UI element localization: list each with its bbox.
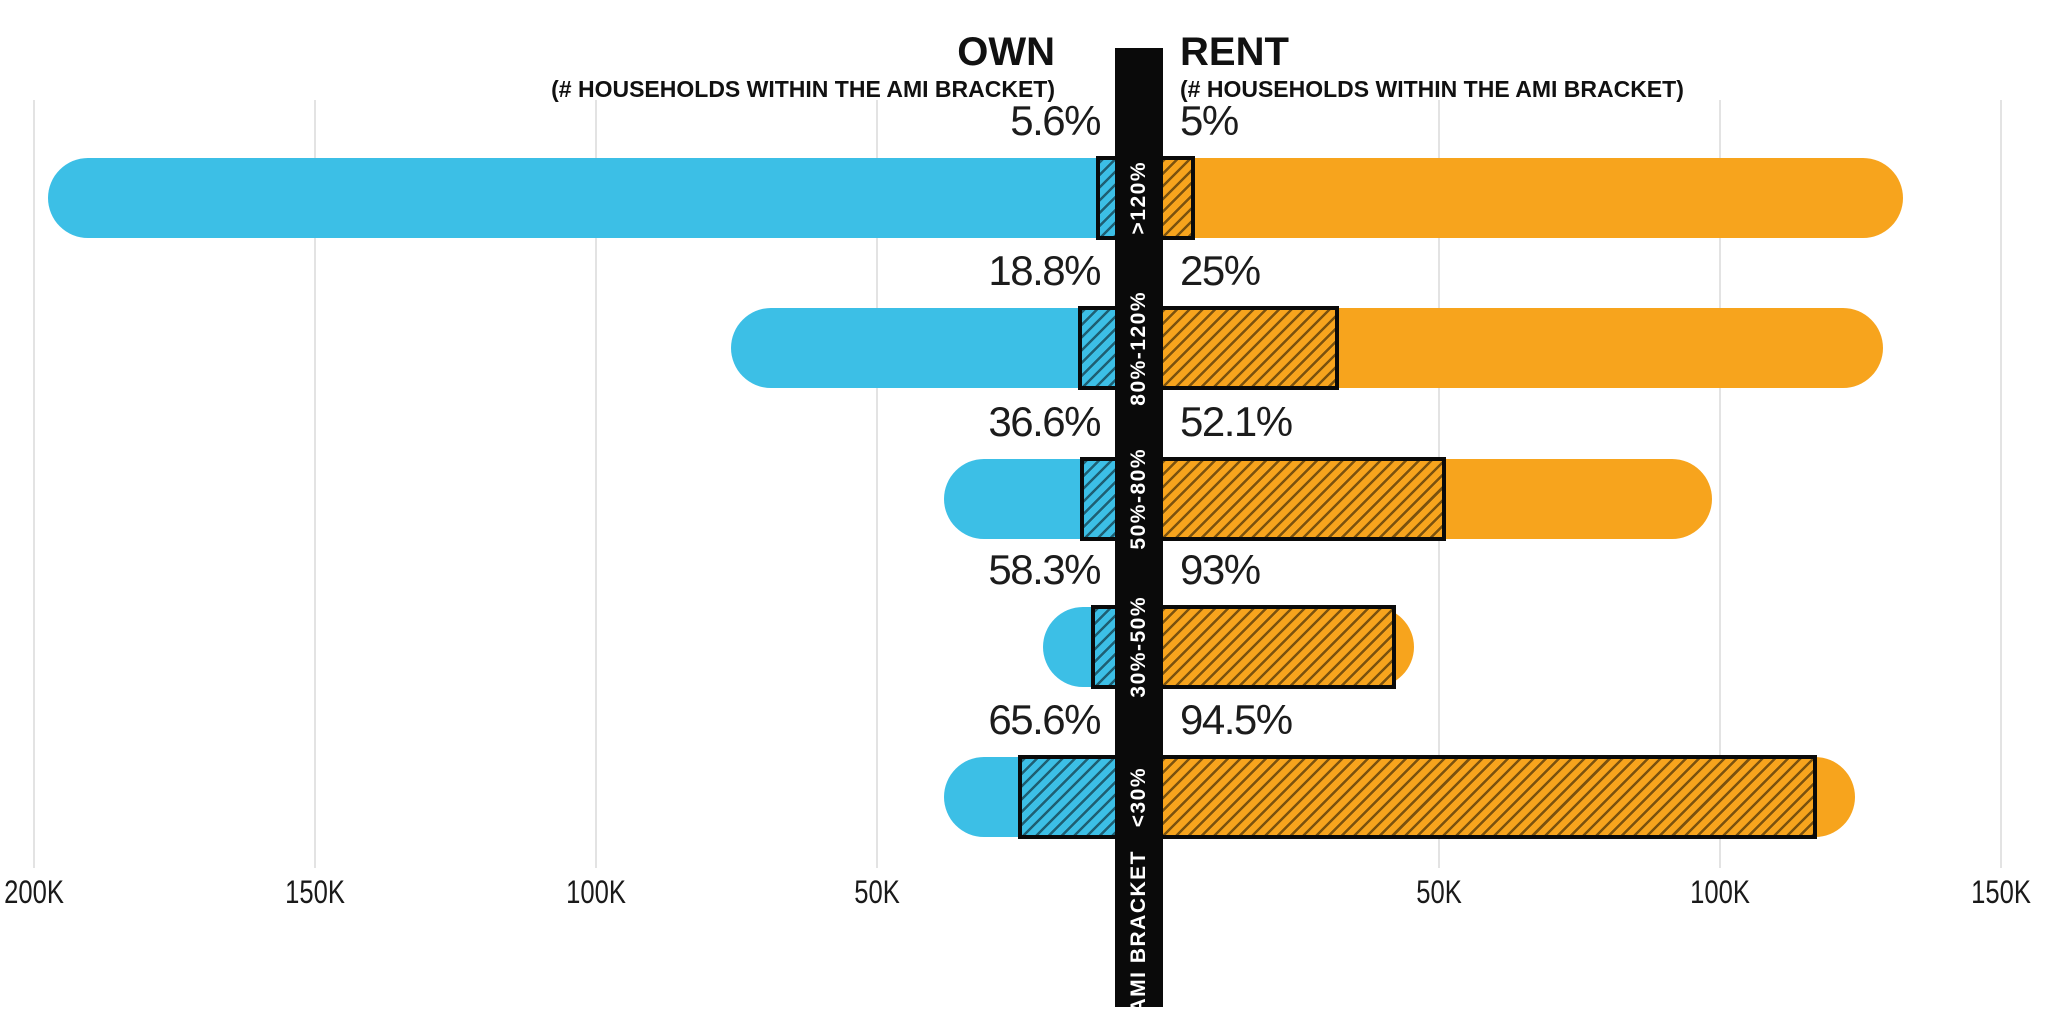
axis-tick-label: 200K	[4, 874, 64, 910]
rent-percent-label: 25%	[1180, 247, 1261, 294]
axis-tick-label: 150K	[1971, 874, 2031, 910]
category-label: <30%	[1115, 712, 1163, 882]
own-percent-label: 36.6%	[988, 398, 1101, 445]
axis-tick-label: 50K	[854, 874, 900, 910]
rent-bar	[1158, 158, 1903, 238]
category-label: 50%-80%	[1115, 414, 1163, 584]
rent-hatched-share	[1158, 306, 1340, 390]
rent-hatched-share	[1158, 755, 1817, 839]
gridline	[33, 100, 35, 868]
rent-percent-label: 52.1%	[1180, 398, 1293, 445]
center-band	[1115, 48, 1163, 1007]
rent-hatched-share	[1158, 457, 1447, 541]
category-label: 80%-120%	[1115, 263, 1163, 433]
category-label-text: <30%	[1127, 766, 1150, 828]
axis-tick-label: 50K	[1416, 874, 1462, 910]
rent-title: RENT	[1180, 30, 1289, 74]
gridline	[314, 100, 316, 868]
rent-percent-label: 5%	[1180, 97, 1239, 144]
own-percent-label: 58.3%	[988, 546, 1101, 593]
own-percent-label: 5.6%	[1010, 97, 1101, 144]
own-bar	[48, 158, 1158, 238]
axis-tick-label: 150K	[285, 874, 345, 910]
rent-percent-label: 94.5%	[1180, 696, 1293, 743]
gridline	[1719, 100, 1721, 868]
category-label-text: 30%-50%	[1127, 596, 1150, 698]
gridline	[876, 100, 878, 868]
rent-hatched-share	[1158, 605, 1396, 689]
axis-tick-label: 100K	[1690, 874, 1750, 910]
category-label: 30%-50%	[1115, 562, 1163, 732]
own-percent-label: 65.6%	[988, 696, 1101, 743]
gridline	[595, 100, 597, 868]
rent-percent-label: 93%	[1180, 546, 1261, 593]
category-label: >120%	[1115, 113, 1163, 283]
category-label-text: 80%-120%	[1127, 290, 1150, 406]
category-label-text: >120%	[1127, 161, 1150, 235]
own-percent-label: 18.8%	[988, 247, 1101, 294]
own-title: OWN	[957, 30, 1055, 74]
own-subtitle: (# HOUSEHOLDS WITHIN THE AMI BRACKET)	[551, 76, 1055, 102]
rent-subtitle: (# HOUSEHOLDS WITHIN THE AMI BRACKET)	[1180, 76, 1684, 102]
axis-tick-label: 100K	[566, 874, 626, 910]
gridline	[2000, 100, 2002, 868]
category-label-text: 50%-80%	[1127, 448, 1150, 550]
rent-hatched-share	[1158, 156, 1196, 240]
